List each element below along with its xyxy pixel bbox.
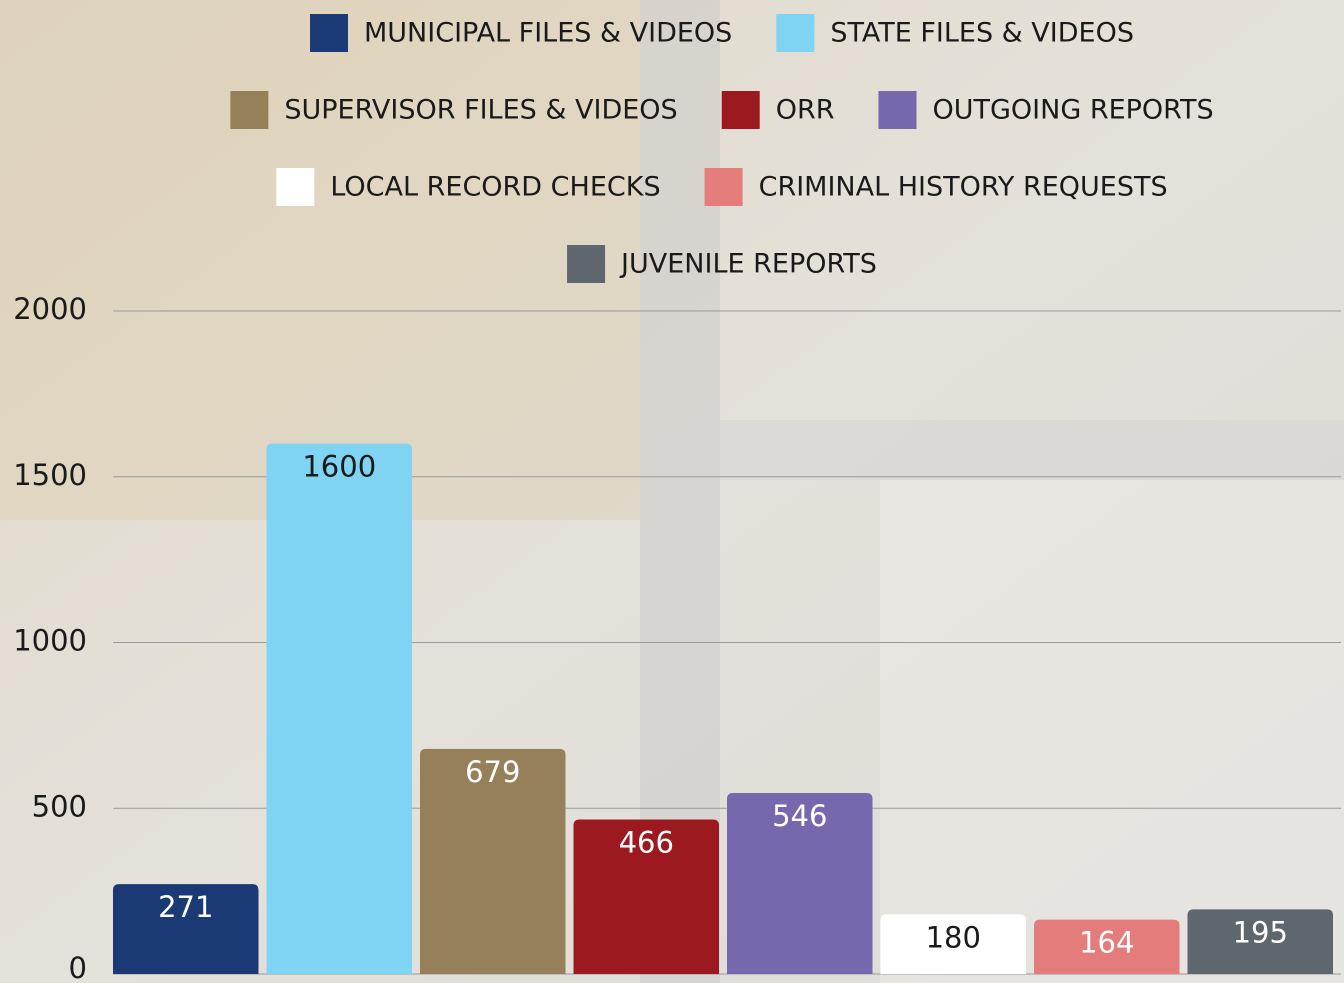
legend-label: STATE FILES & VIDEOS <box>830 18 1134 49</box>
y-tick-label: 0 <box>69 951 87 983</box>
bar <box>880 914 1026 974</box>
background-files <box>0 0 640 520</box>
bar <box>1034 919 1180 974</box>
legend-swatch <box>721 91 760 129</box>
legend-item: OUTGOING REPORTS <box>878 91 1214 129</box>
legend-swatch <box>276 168 315 206</box>
y-tick-label: 2000 <box>13 292 87 326</box>
legend-item: MUNICIPAL FILES & VIDEOS <box>310 14 732 52</box>
legend-item: CRIMINAL HISTORY REQUESTS <box>704 168 1168 206</box>
legend-label: OUTGOING REPORTS <box>932 95 1213 126</box>
legend-item: LOCAL RECORD CHECKS <box>276 168 661 206</box>
y-tick-label: 500 <box>32 789 87 823</box>
y-tick-label: 1500 <box>13 458 87 492</box>
legend-label: JUVENILE REPORTS <box>619 249 877 280</box>
bar <box>113 884 259 974</box>
value-label: 1600 <box>302 450 376 484</box>
bar <box>727 793 873 974</box>
value-label: 195 <box>1233 915 1288 949</box>
legend-label: MUNICIPAL FILES & VIDEOS <box>364 18 732 49</box>
value-label: 546 <box>772 799 827 833</box>
legend-swatch <box>567 245 606 283</box>
bars: 271 1600 679 466 546 180 164 195 <box>113 443 1333 975</box>
legend-label: CRIMINAL HISTORY REQUESTS <box>759 172 1168 203</box>
legend-swatch <box>310 14 349 52</box>
legend-label: LOCAL RECORD CHECKS <box>330 172 660 203</box>
value-label: 679 <box>465 755 520 789</box>
legend-item: JUVENILE REPORTS <box>567 245 877 283</box>
value-label: 466 <box>619 826 674 860</box>
legend-swatch <box>878 91 917 129</box>
legend-label: SUPERVISOR FILES & VIDEOS <box>284 95 677 126</box>
legend-item: STATE FILES & VIDEOS <box>776 14 1134 52</box>
bar <box>266 443 412 975</box>
y-tick-label: 1000 <box>13 624 87 658</box>
value-label: 180 <box>926 920 981 954</box>
value-label: 164 <box>1079 926 1134 960</box>
legend-item: ORR <box>721 91 835 129</box>
legend-label: ORR <box>776 95 835 126</box>
bar <box>420 748 566 974</box>
legend-item: SUPERVISOR FILES & VIDEOS <box>230 91 678 129</box>
legend-swatch <box>230 91 269 129</box>
background-boxes <box>880 480 1344 983</box>
bar <box>1187 909 1333 974</box>
value-label: 271 <box>158 890 213 924</box>
bar <box>573 819 719 974</box>
legend: MUNICIPAL FILES & VIDEOS STATE FILES & VI… <box>230 14 1214 283</box>
background-shelf <box>720 420 1344 480</box>
legend-swatch <box>776 14 815 52</box>
background-shelf-post <box>640 0 720 983</box>
legend-swatch <box>704 168 743 206</box>
